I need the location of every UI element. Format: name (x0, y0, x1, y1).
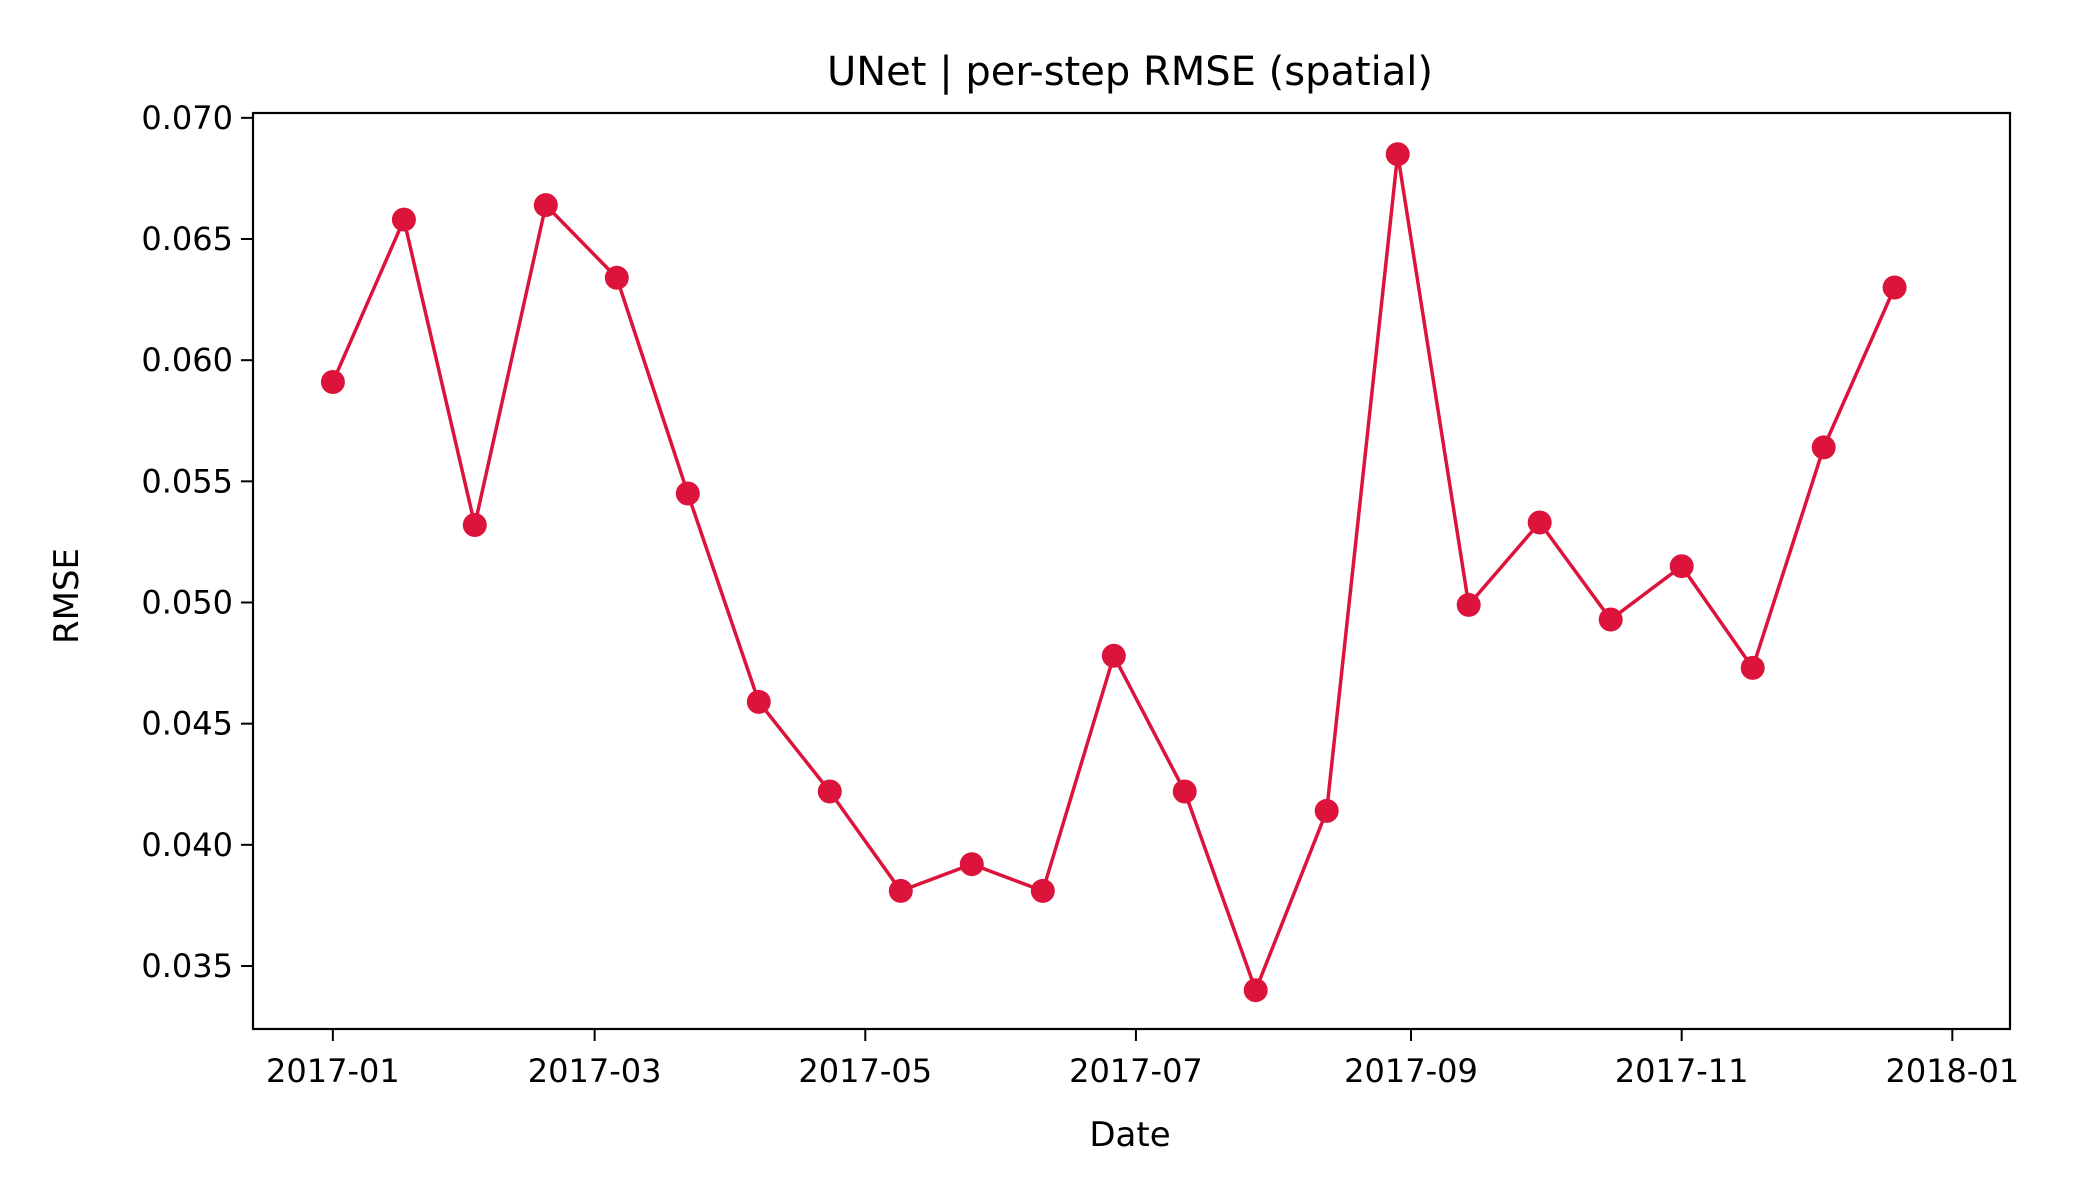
plot-frame (251, 111, 2012, 1031)
series-line (331, 153, 1897, 996)
x-axis-label: Date (1089, 1115, 1170, 1155)
x-tick-label: 2017-05 (798, 1052, 932, 1090)
x-tick-label: 2017-11 (1615, 1052, 1749, 1090)
data-point (1527, 510, 1552, 535)
y-axis-label: RMSE (47, 548, 87, 644)
y-tick-label: 0.040 (141, 826, 233, 864)
data-point (391, 207, 416, 232)
y-tick-label: 0.060 (141, 341, 233, 379)
y-tick-label: 0.055 (141, 462, 233, 500)
data-point (1740, 655, 1765, 680)
x-tick-label: 2017-09 (1344, 1052, 1478, 1090)
y-tick-label: 0.035 (141, 947, 233, 985)
data-point (1172, 779, 1197, 804)
data-point (320, 370, 345, 394)
x-tick-label: 2017-01 (266, 1052, 400, 1090)
x-tick-label: 2017-07 (1069, 1052, 1203, 1090)
series-points (320, 142, 1907, 1003)
data-point (746, 689, 771, 714)
data-point (888, 878, 913, 903)
data-point (1598, 607, 1623, 632)
y-tick-label: 0.065 (141, 220, 233, 258)
data-point (1030, 878, 1055, 903)
x-tick-label: 2018-01 (1885, 1052, 2019, 1090)
data-point (1669, 554, 1694, 579)
data-point (604, 265, 629, 290)
y-tick-label: 0.045 (141, 705, 233, 743)
x-axis-ticks: 2017-01 2017-03 2017-05 2017-07 2017-09 2017-… (266, 1029, 2019, 1090)
data-point (533, 193, 558, 218)
data-point (1882, 275, 1907, 300)
y-tick-label: 0.070 (141, 99, 233, 137)
data-point (959, 852, 984, 877)
data-point (1243, 978, 1268, 1003)
data-point (1314, 798, 1339, 823)
chart-title: UNet | per-step RMSE (spatial) (827, 49, 1433, 95)
data-point (675, 481, 700, 506)
y-tick-label: 0.050 (141, 584, 233, 622)
data-point (817, 779, 842, 804)
y-axis-ticks: 0.035 0.040 0.045 0.050 0.055 0.060 0.065 0.070 (141, 99, 253, 985)
x-tick-label: 2017-03 (528, 1052, 662, 1090)
data-point (1101, 643, 1126, 668)
data-point (1385, 142, 1410, 167)
data-point (462, 513, 487, 537)
data-point (1811, 435, 1836, 460)
data-point (1456, 592, 1481, 617)
